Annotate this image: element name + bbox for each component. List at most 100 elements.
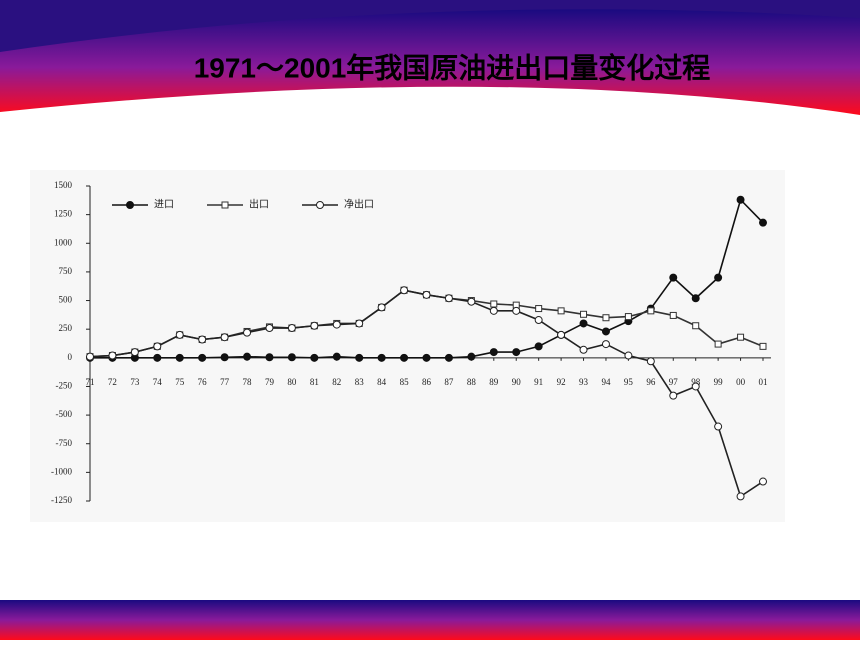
point <box>316 201 324 209</box>
plot: -1250 -1000 -750 -500 -250 0 250 500 750 1000 1250… <box>51 180 771 505</box>
x-tick-label: 99 <box>714 377 724 387</box>
point <box>601 340 610 349</box>
banner <box>0 9 860 115</box>
point <box>534 342 543 351</box>
point <box>646 357 655 366</box>
point <box>669 311 677 319</box>
point <box>714 340 722 348</box>
point <box>736 195 745 204</box>
x-tick-label: 01 <box>759 377 768 387</box>
point <box>490 300 498 308</box>
point <box>512 306 521 315</box>
point <box>601 327 610 336</box>
point <box>691 382 700 391</box>
point <box>512 348 521 357</box>
x-tick-label: 74 <box>153 377 163 387</box>
point <box>534 316 543 325</box>
point <box>220 353 229 362</box>
point <box>759 477 767 486</box>
y-tick-label: -750 <box>56 438 73 448</box>
point <box>736 492 745 501</box>
point <box>265 353 274 362</box>
y-tick-label: 250 <box>59 323 73 333</box>
point <box>579 345 588 354</box>
x-tick-label: 81 <box>310 377 319 387</box>
point <box>669 391 678 400</box>
point <box>198 353 207 362</box>
x-tick-label: 92 <box>557 377 566 387</box>
x-tick-label: 88 <box>467 377 477 387</box>
x-tick-label: 89 <box>489 377 499 387</box>
point <box>489 306 498 315</box>
point <box>669 273 678 282</box>
y-tick-label: -1000 <box>51 466 72 476</box>
x-tick-label: 87 <box>444 377 454 387</box>
point <box>175 330 184 339</box>
x-tick-label: 77 <box>220 377 230 387</box>
point <box>467 297 476 306</box>
point <box>377 353 386 362</box>
point <box>400 286 409 295</box>
y-tick-label: 1000 <box>54 237 73 247</box>
y-tick-label: -500 <box>56 409 73 419</box>
x-tick-label: 85 <box>400 377 410 387</box>
point <box>332 352 341 361</box>
x-tick-label: 76 <box>198 377 208 387</box>
point <box>624 313 632 321</box>
point <box>220 333 229 342</box>
x-tick-label: 79 <box>265 377 275 387</box>
point <box>692 322 700 330</box>
point <box>444 353 453 362</box>
point <box>489 348 498 357</box>
x-tick-label: 72 <box>108 377 117 387</box>
x-tick-label: 00 <box>736 377 746 387</box>
y-tick-label: -1250 <box>51 495 72 505</box>
point <box>467 352 476 361</box>
point <box>422 353 431 362</box>
x-tick-label: 94 <box>601 377 611 387</box>
point <box>400 353 409 362</box>
x-tick-label: 86 <box>422 377 432 387</box>
point <box>265 324 274 333</box>
x-tick-label: 95 <box>624 377 634 387</box>
point <box>153 353 162 362</box>
x-tick-label: 71 <box>86 377 95 387</box>
point <box>444 294 453 303</box>
y-tick-label: 750 <box>59 266 73 276</box>
x-tick-label: 97 <box>669 377 679 387</box>
x-tick-label: 80 <box>287 377 297 387</box>
point <box>602 314 610 322</box>
x-tick-label: 83 <box>355 377 365 387</box>
point <box>422 290 431 299</box>
point <box>86 352 94 361</box>
point <box>108 351 117 360</box>
x-tick-label: 78 <box>243 377 253 387</box>
x-tick-label: 73 <box>130 377 140 387</box>
point <box>355 353 364 362</box>
point <box>153 342 162 351</box>
legend-label: 进口 <box>154 199 174 211</box>
point <box>691 294 700 303</box>
point <box>737 333 745 341</box>
legend-label: 出口 <box>249 198 269 211</box>
point <box>310 321 319 330</box>
slide-title: 1971～2001年我国原油进出口量变化过程 <box>194 51 711 83</box>
x-tick-label: 96 <box>646 377 656 387</box>
point <box>647 307 655 315</box>
point <box>221 201 229 209</box>
point <box>579 319 588 328</box>
point <box>355 319 364 328</box>
point <box>126 201 134 209</box>
x-tick-label: 90 <box>512 377 522 387</box>
x-tick-label: 84 <box>377 377 387 387</box>
footer-band <box>0 600 860 640</box>
y-tick-label: 500 <box>59 295 73 305</box>
legend-label: 净出口 <box>344 198 374 211</box>
point <box>198 335 207 344</box>
point <box>243 352 252 361</box>
point <box>130 348 139 357</box>
point <box>287 324 296 333</box>
x-tick-label: 82 <box>332 377 341 387</box>
